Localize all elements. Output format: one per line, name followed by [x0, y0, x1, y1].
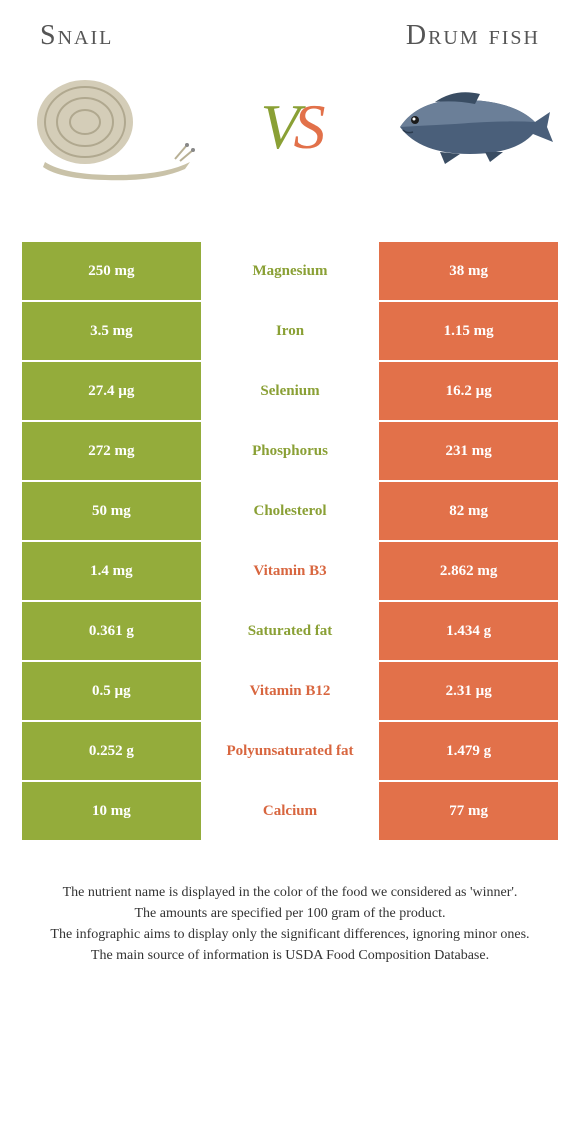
- left-food-title: Snail: [40, 20, 290, 52]
- right-value-cell: 38 mg: [379, 242, 558, 302]
- table-row: 0.361 gSaturated fat1.434 g: [22, 602, 558, 662]
- left-value-cell: 250 mg: [22, 242, 201, 302]
- footnote-line: The infographic aims to display only the…: [20, 924, 560, 945]
- table-row: 0.5 µgVitamin B122.31 µg: [22, 662, 558, 722]
- left-value-cell: 27.4 µg: [22, 362, 201, 422]
- left-value-cell: 1.4 mg: [22, 542, 201, 602]
- header: Snail Drum fish: [0, 0, 580, 52]
- table-row: 50 mgCholesterol82 mg: [22, 482, 558, 542]
- right-food-title: Drum fish: [290, 20, 540, 52]
- nutrient-name-cell: Selenium: [201, 362, 380, 422]
- right-value-cell: 1.434 g: [379, 602, 558, 662]
- footnotes: The nutrient name is displayed in the co…: [20, 882, 560, 966]
- fish-image: [380, 62, 560, 192]
- right-value-cell: 1.479 g: [379, 722, 558, 782]
- table-row: 3.5 mgIron1.15 mg: [22, 302, 558, 362]
- nutrient-name-cell: Vitamin B12: [201, 662, 380, 722]
- right-value-cell: 2.31 µg: [379, 662, 558, 722]
- table-row: 272 mgPhosphorus231 mg: [22, 422, 558, 482]
- nutrient-name-cell: Polyunsaturated fat: [201, 722, 380, 782]
- left-value-cell: 272 mg: [22, 422, 201, 482]
- snail-image: [20, 62, 200, 192]
- table-row: 10 mgCalcium77 mg: [22, 782, 558, 842]
- vs-label: VS: [260, 90, 319, 164]
- nutrient-name-cell: Magnesium: [201, 242, 380, 302]
- left-value-cell: 10 mg: [22, 782, 201, 842]
- right-value-cell: 1.15 mg: [379, 302, 558, 362]
- right-value-cell: 231 mg: [379, 422, 558, 482]
- right-value-cell: 2.862 mg: [379, 542, 558, 602]
- vs-v: V: [260, 91, 293, 162]
- right-value-cell: 16.2 µg: [379, 362, 558, 422]
- footnote-line: The nutrient name is displayed in the co…: [20, 882, 560, 903]
- nutrient-name-cell: Vitamin B3: [201, 542, 380, 602]
- nutrient-name-cell: Calcium: [201, 782, 380, 842]
- footnote-line: The amounts are specified per 100 gram o…: [20, 903, 560, 924]
- vs-s: S: [294, 91, 320, 162]
- table-row: 27.4 µgSelenium16.2 µg: [22, 362, 558, 422]
- right-value-cell: 82 mg: [379, 482, 558, 542]
- left-value-cell: 50 mg: [22, 482, 201, 542]
- nutrient-name-cell: Iron: [201, 302, 380, 362]
- nutrient-name-cell: Cholesterol: [201, 482, 380, 542]
- table-row: 250 mgMagnesium38 mg: [22, 242, 558, 302]
- right-value-cell: 77 mg: [379, 782, 558, 842]
- nutrient-name-cell: Saturated fat: [201, 602, 380, 662]
- left-value-cell: 0.361 g: [22, 602, 201, 662]
- left-value-cell: 0.5 µg: [22, 662, 201, 722]
- comparison-table: 250 mgMagnesium38 mg3.5 mgIron1.15 mg27.…: [22, 242, 558, 842]
- table-row: 0.252 gPolyunsaturated fat1.479 g: [22, 722, 558, 782]
- footnote-line: The main source of information is USDA F…: [20, 945, 560, 966]
- table-row: 1.4 mgVitamin B32.862 mg: [22, 542, 558, 602]
- left-value-cell: 0.252 g: [22, 722, 201, 782]
- images-row: VS: [0, 52, 580, 222]
- nutrient-name-cell: Phosphorus: [201, 422, 380, 482]
- left-value-cell: 3.5 mg: [22, 302, 201, 362]
